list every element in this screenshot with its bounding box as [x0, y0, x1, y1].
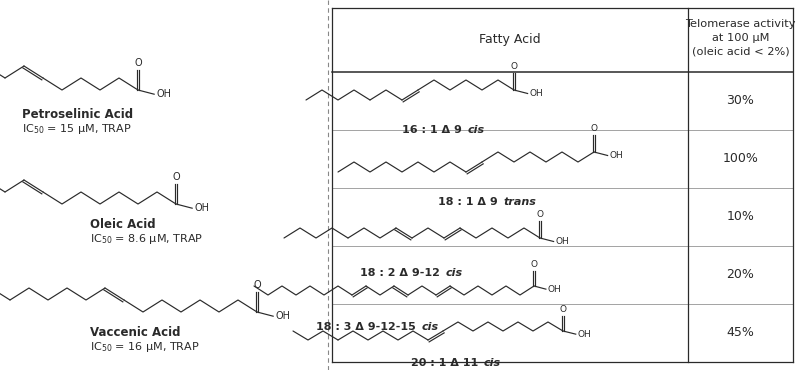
Text: cis: cis	[421, 322, 438, 332]
Text: 45%: 45%	[727, 326, 755, 340]
Text: 10%: 10%	[727, 211, 755, 223]
Text: Petroselinic Acid: Petroselinic Acid	[22, 108, 133, 121]
Text: 30%: 30%	[727, 94, 755, 108]
Text: 20 : 1 Δ 11: 20 : 1 Δ 11	[411, 358, 482, 368]
Text: 16 : 1 Δ 9: 16 : 1 Δ 9	[402, 125, 466, 135]
Text: OH: OH	[529, 89, 544, 98]
Text: cis: cis	[468, 125, 485, 135]
Text: O: O	[172, 172, 180, 182]
Text: IC$_{50}$ = 16 μM, TRAP: IC$_{50}$ = 16 μM, TRAP	[90, 340, 200, 354]
Text: O: O	[134, 58, 142, 68]
Text: trans: trans	[503, 197, 536, 207]
Text: Oleic Acid: Oleic Acid	[90, 218, 155, 231]
Text: OH: OH	[275, 311, 290, 321]
Text: O: O	[511, 62, 517, 71]
Text: O: O	[536, 210, 544, 219]
Text: Vaccenic Acid: Vaccenic Acid	[90, 326, 180, 339]
Text: OH: OH	[156, 89, 171, 99]
Text: O: O	[253, 280, 261, 290]
Text: OH: OH	[194, 203, 209, 213]
Text: IC$_{50}$ = 15 μM, TRAP: IC$_{50}$ = 15 μM, TRAP	[22, 122, 132, 136]
Text: cis: cis	[484, 358, 501, 368]
Text: 20%: 20%	[727, 269, 755, 282]
Text: cis: cis	[446, 268, 463, 278]
Text: O: O	[559, 305, 567, 314]
Text: 100%: 100%	[723, 152, 759, 165]
Text: 18 : 3 Δ 9-12-15: 18 : 3 Δ 9-12-15	[316, 322, 419, 332]
Text: OH: OH	[578, 330, 591, 339]
Text: O: O	[531, 260, 537, 269]
Text: OH: OH	[548, 285, 562, 294]
Text: Telomerase activity
at 100 μM
(oleic acid < 2%): Telomerase activity at 100 μM (oleic aci…	[685, 19, 795, 57]
Text: IC$_{50}$ = 8.6 μM, TRAP: IC$_{50}$ = 8.6 μM, TRAP	[90, 232, 203, 246]
Text: OH: OH	[556, 237, 569, 246]
Text: O: O	[591, 124, 598, 133]
Text: 18 : 1 Δ 9: 18 : 1 Δ 9	[438, 197, 501, 207]
Text: 18 : 2 Δ 9-12: 18 : 2 Δ 9-12	[360, 268, 444, 278]
Text: OH: OH	[610, 151, 623, 160]
Text: Fatty Acid: Fatty Acid	[479, 34, 541, 47]
